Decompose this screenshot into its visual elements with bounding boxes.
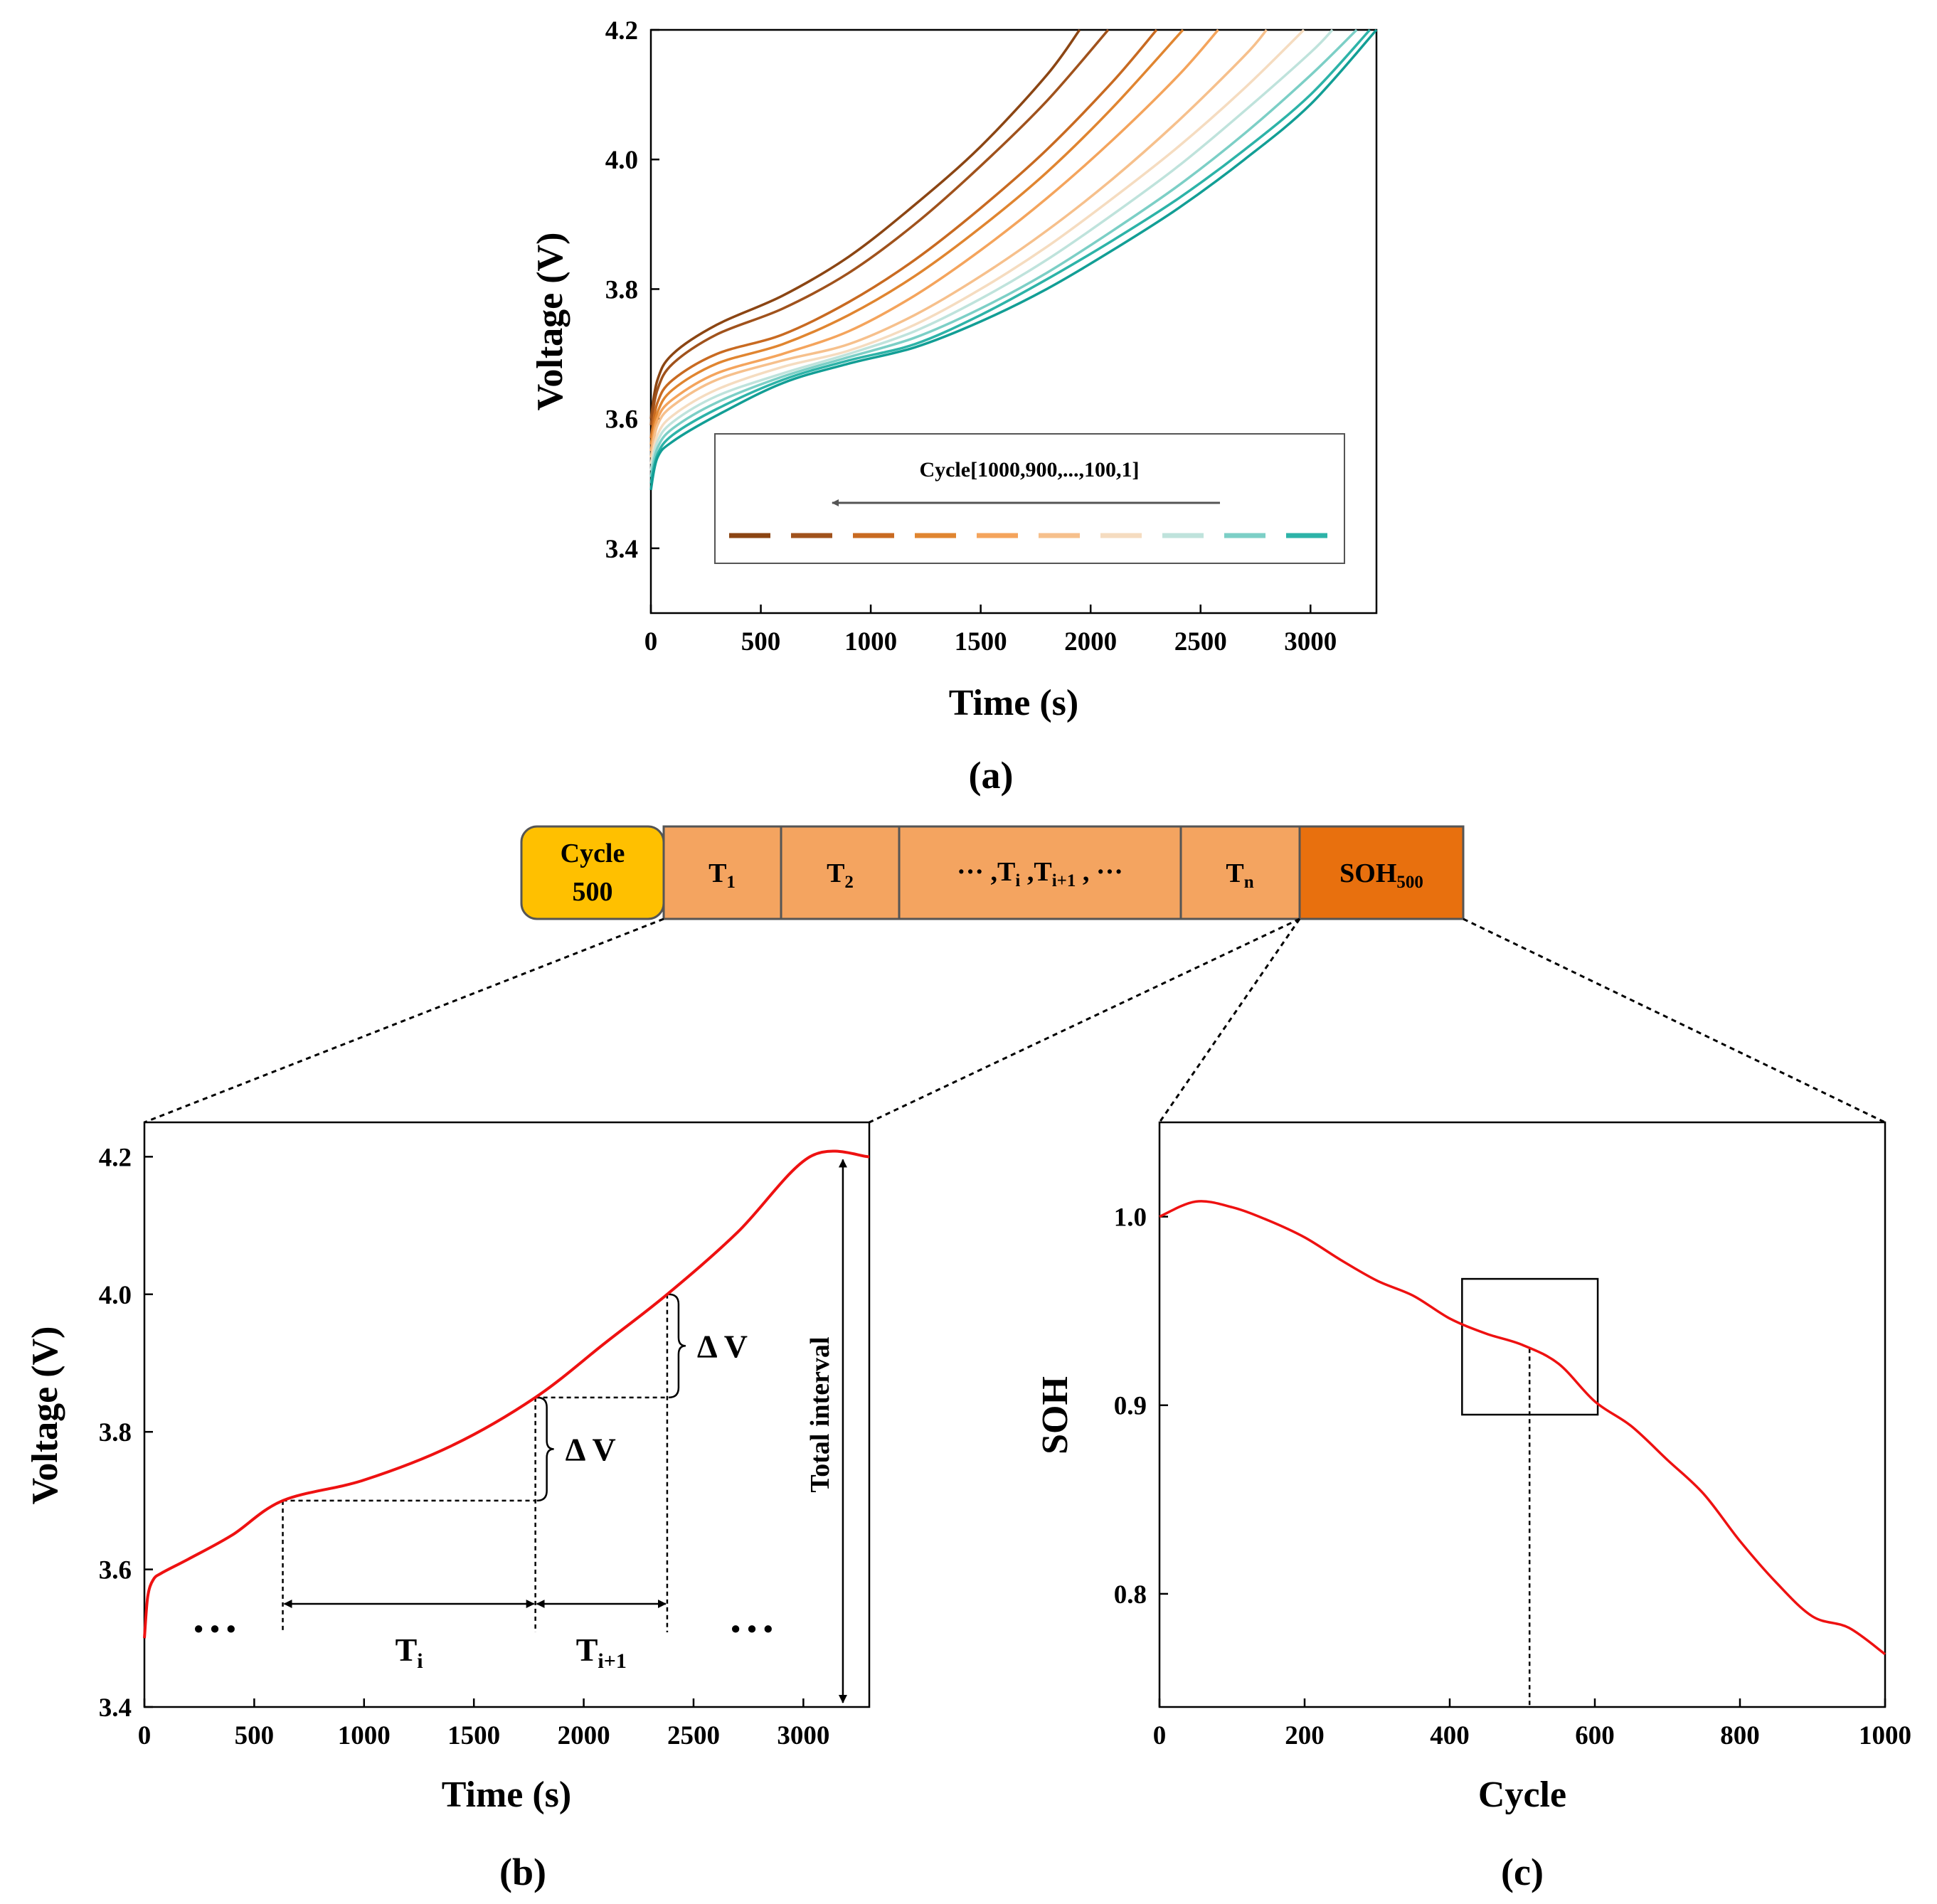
panel-b-ti1-main: T (576, 1632, 598, 1668)
panel-a-series-cycle-200 (649, 28, 1358, 478)
panel-c-label: (c) (1501, 1851, 1544, 1893)
panel-c-xlabel: Cycle (1478, 1775, 1566, 1815)
panel-c-ytick-label: 1.0 (1114, 1203, 1147, 1233)
panel-b-ti1-label: Ti+1 (576, 1632, 627, 1673)
seq-t1-label: T1 (709, 858, 736, 892)
panel-b-ti-sub: i (417, 1649, 423, 1673)
panel-b-delta-v-label-1: Δ V (566, 1431, 616, 1467)
panel-c-annotations (1461, 1277, 1599, 1707)
panel-a-series-cycle-300 (649, 28, 1334, 471)
seq-tn-label: Tn (1226, 858, 1253, 892)
panel-a-series-cycle-900 (649, 28, 1110, 426)
sequence-bar: Cycle 500 T1 T2 ··· ,Ti ,Ti+1 , ··· Tn S… (144, 825, 1886, 1124)
panel-b-ticks: 0 500 1000 1500 2000 2500 3000 3.4 3.6 3.8 4.0 4.2 (99, 1143, 830, 1750)
seq-cell-t2 (780, 825, 901, 920)
panel-a-legend-label: Cycle[1000,900,...,100,1] (919, 458, 1139, 482)
panel-b-delta-v-brace-1 (536, 1396, 554, 1502)
panel-b-ti1-sub: i+1 (598, 1649, 626, 1673)
seq-cycle-label-1: Cycle (561, 839, 625, 868)
seq-cell-soh (1298, 825, 1465, 920)
panel-a-xtick-label: 0 (644, 627, 658, 656)
seq-t2-label: T2 (827, 858, 854, 892)
seq-ti-label: ··· ,Ti ,Ti+1 , ··· (957, 857, 1123, 890)
panel-a-ytick-label: 3.4 (605, 535, 638, 564)
seq-cycle-label-2: 500 (573, 877, 613, 907)
seq-soh-label: SOH500 (1339, 858, 1423, 892)
panel-b-xtick-label: 0 (138, 1721, 152, 1750)
panel-b-dots-right: • • • (731, 1615, 773, 1644)
panel-c-ylabel: SOH (1035, 1376, 1076, 1454)
panel-a-series-cycle-700 (649, 28, 1184, 445)
panel-b-delta-v-brace-2 (668, 1293, 686, 1399)
panel-a-series (649, 28, 1378, 491)
panel-b-xtick-label: 2000 (558, 1721, 610, 1750)
panel-a-series-cycle-100 (649, 28, 1371, 484)
panel-c-ytick-label: 0.8 (1114, 1580, 1147, 1610)
panel-b-ytick-label: 4.0 (99, 1281, 132, 1310)
panel-b-dots-left: • • • (194, 1615, 236, 1644)
panel-b-xtick-label: 2500 (667, 1721, 720, 1750)
panel-c-ytick-label: 0.9 (1114, 1392, 1147, 1421)
panel-b-label: (b) (499, 1851, 546, 1893)
panel-a-ytick-label: 4.2 (605, 16, 638, 46)
zoom-connectors (144, 918, 1886, 1124)
panel-b-ti-label: Ti (396, 1632, 423, 1673)
panel-b-ytick-label: 3.8 (99, 1418, 132, 1447)
panel-a-xtick-label: 500 (741, 627, 781, 656)
seq-cell-ti (898, 825, 1182, 920)
panel-c-xtick-label: 1000 (1859, 1721, 1911, 1750)
panel-b-ylabel: Voltage (V) (25, 1326, 65, 1505)
panel-a-series-cycle-600 (649, 28, 1219, 452)
panel-b-total-interval-label: Total interval (805, 1336, 835, 1492)
panel-a-series-cycle-500 (649, 28, 1268, 458)
panel-a-ytick-label: 3.8 (605, 275, 638, 304)
panel-a-xtick-label: 2000 (1064, 627, 1117, 656)
panel-a-series-cycle-400 (649, 28, 1305, 464)
panel-a-xtick-label: 1500 (955, 627, 1007, 656)
panel-b-series (143, 1149, 870, 1639)
panel-a-ytick-label: 3.6 (605, 405, 638, 435)
panel-b-xlabel: Time (s) (442, 1775, 571, 1815)
panel-a-series-cycle-1 (649, 28, 1378, 491)
panel-c-ticks: 0 200 400 600 800 1000 0.8 0.9 1.0 (1114, 1203, 1911, 1750)
panel-c-xtick-label: 0 (1153, 1721, 1167, 1750)
panel-b-ytick-label: 3.4 (99, 1693, 132, 1723)
panel-c-xtick-label: 400 (1430, 1721, 1470, 1750)
panel-b-ytick-label: 3.6 (99, 1556, 132, 1585)
panel-a-series-cycle-1000 (649, 28, 1081, 419)
panel-b-plot-frame (143, 1121, 871, 1708)
panel-a-ticks: 0 500 1000 1500 2000 2500 3000 3.4 3.6 3.8 4.0 4.2 (605, 16, 1337, 656)
panel-a-series-cycle-800 (649, 28, 1158, 439)
panel-b-xtick-label: 500 (235, 1721, 275, 1750)
panel-c-series (1159, 1200, 1886, 1656)
panel-a-xtick-label: 3000 (1284, 627, 1337, 656)
panel-a-ylabel: Voltage (V) (530, 233, 571, 411)
panel-a-ytick-label: 4.0 (605, 146, 638, 175)
panel-c-xtick-label: 200 (1285, 1721, 1325, 1750)
panel-c-series-soh (1159, 1200, 1886, 1656)
panel-c-plot-frame (1158, 1121, 1886, 1708)
panel-c-xtick-label: 800 (1720, 1721, 1760, 1750)
panel-b-xtick-label: 1500 (447, 1721, 500, 1750)
panel-a-xtick-label: 1000 (844, 627, 897, 656)
panel-b-delta-v-label-2: Δ V (697, 1328, 748, 1364)
panel-b-ytick-label: 4.2 (99, 1143, 132, 1172)
panel-b-series-cycle-500 (143, 1149, 870, 1639)
panel-a-legend-box (714, 433, 1345, 564)
panel-b-xtick-label: 1000 (338, 1721, 391, 1750)
panel-a-chart: 0 500 1000 1500 2000 2500 30003.43.63.84.04.2 … (530, 16, 1378, 797)
panel-a-label: (a) (969, 754, 1014, 797)
panel-a-xtick-label: 2500 (1174, 627, 1227, 656)
panel-b-annotations: Ti Ti+1Δ VΔ V• • • • • •Total interval (194, 1159, 847, 1703)
panel-c-chart: 0 200 400 600 800 1000 0.8 0.9 1.0 Cycle SOH (c) (1035, 1121, 1911, 1893)
panel-b-chart: 0 500 1000 1500 2000 2500 30003.43.63.84.04.2 … (25, 1121, 871, 1893)
panel-c-xtick-label: 600 (1575, 1721, 1615, 1750)
panel-b-ti-main: T (396, 1632, 418, 1668)
panel-b-xtick-label: 3000 (777, 1721, 829, 1750)
panel-a-xlabel: Time (s) (949, 683, 1078, 723)
panel-a-plot-frame (649, 28, 1378, 615)
